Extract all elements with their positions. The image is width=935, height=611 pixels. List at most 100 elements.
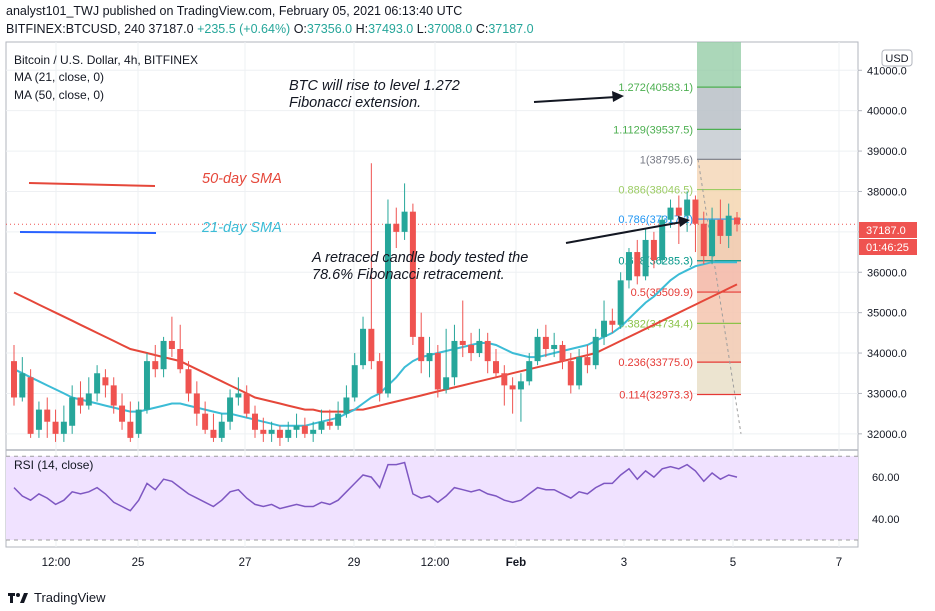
candle: [11, 344, 17, 406]
candles[interactable]: [11, 163, 740, 446]
candle: [202, 401, 209, 434]
candle: [542, 324, 549, 358]
candle: [567, 353, 574, 394]
candle-body: [526, 361, 533, 382]
candle-body: [185, 369, 192, 394]
last-price-tag: [859, 222, 917, 238]
candle: [160, 336, 167, 378]
candle: [517, 373, 524, 422]
legend-rsi: RSI (14, close): [14, 458, 93, 472]
target-zone: [697, 42, 741, 88]
candle-body: [692, 199, 699, 224]
candle: [102, 369, 109, 398]
fibonacci-tool[interactable]: 1.272(40583.1) 1.1129(39537.5) 1(38795.6) 0…: [613, 42, 742, 434]
rsi-tick-label: 40.00: [872, 514, 900, 526]
candle-body: [127, 421, 134, 438]
legend-ma50: MA (50, close, 0): [14, 88, 104, 102]
price-tick-label: 33000.0: [867, 388, 907, 400]
high-label: H:: [355, 22, 369, 36]
candle: [60, 405, 67, 442]
candle-body: [509, 385, 516, 390]
candle: [85, 377, 92, 410]
currency-badge[interactable]: [881, 49, 913, 67]
candle: [27, 369, 34, 438]
fib-band: [697, 260, 741, 293]
candle-body: [517, 381, 524, 390]
candle-body: [44, 409, 51, 422]
candle-body: [684, 199, 691, 216]
candle-body: [235, 393, 242, 398]
rsi-pane: 60.00 40.00: [6, 455, 900, 541]
candle-body: [476, 340, 483, 354]
candle: [659, 215, 666, 265]
candle: [177, 324, 184, 374]
fib-level-label: 0.236(33775.0): [618, 357, 693, 369]
candle-body: [409, 211, 416, 337]
retrace-annotation-line1: A retraced candle body tested the: [311, 250, 528, 266]
candle-body: [193, 393, 200, 414]
candle: [276, 425, 283, 446]
candle-body: [675, 207, 682, 216]
candle: [576, 349, 583, 390]
candle-body: [559, 344, 566, 362]
candle-body: [285, 429, 292, 438]
candle-body: [243, 393, 250, 414]
candle: [335, 401, 342, 430]
candle-body: [534, 336, 541, 362]
fib-level-label: 0.114(32973.3): [619, 390, 693, 402]
candle: [734, 211, 740, 232]
candle: [484, 332, 491, 374]
fib-band: [697, 87, 741, 130]
candle-body: [401, 211, 408, 232]
candle-body: [135, 409, 142, 434]
candle: [185, 361, 192, 402]
candle: [476, 328, 483, 358]
candle: [634, 239, 641, 285]
sma21-label: 21-day SMA: [201, 220, 282, 236]
candle-body: [642, 239, 649, 277]
candle-body: [143, 361, 150, 410]
candle: [19, 357, 26, 402]
candle: [418, 312, 425, 374]
fib-level-label: 0.886(38046.5): [618, 185, 693, 197]
candle: [193, 381, 200, 426]
candle-body: [52, 421, 59, 434]
candle-body: [493, 361, 499, 374]
last-price-text: 37187.0: [148, 22, 194, 36]
candle-body: [11, 361, 17, 398]
target-annotation-line2: Fibonacci extension.: [289, 95, 421, 111]
candle: [551, 332, 558, 358]
candle: [493, 349, 499, 378]
symbol-ohlc-line: BITFINEX:BTCUSD, 240 37187.0 +235.5 (+0.…: [6, 22, 534, 36]
fib-level-label: 1.1129(39537.5): [613, 124, 693, 136]
countdown-text: 01:46:25: [866, 242, 909, 254]
candle-body: [734, 217, 740, 225]
candle-body: [625, 252, 632, 281]
time-tick-label: 29: [348, 557, 361, 569]
candle-body: [218, 421, 225, 438]
candle: [642, 227, 649, 281]
close-value: 37187.0: [488, 22, 534, 36]
footer-brand[interactable]: TradingView: [8, 590, 106, 605]
candle: [434, 344, 441, 398]
candle: [601, 300, 608, 345]
symbol-text: BITFINEX:BTCUSD, 240: [6, 22, 145, 36]
candle-body: [252, 413, 258, 430]
candle: [285, 421, 292, 442]
candle-body: [650, 239, 657, 261]
candle-body: [360, 328, 367, 366]
candle-body: [94, 373, 101, 394]
price-tick-label: 35000.0: [867, 308, 907, 320]
candle-body: [434, 353, 441, 390]
candle: [368, 163, 375, 370]
candle-body: [276, 429, 283, 438]
candle-body: [592, 336, 599, 366]
time-tick-label: 7: [836, 557, 842, 569]
price-tick-label: 36000.0: [867, 267, 907, 279]
candle-body: [260, 429, 267, 434]
candle-body: [567, 361, 574, 386]
candle: [127, 401, 134, 442]
retrace-arrow: [565, 216, 690, 244]
rsi-line: [13, 461, 738, 512]
